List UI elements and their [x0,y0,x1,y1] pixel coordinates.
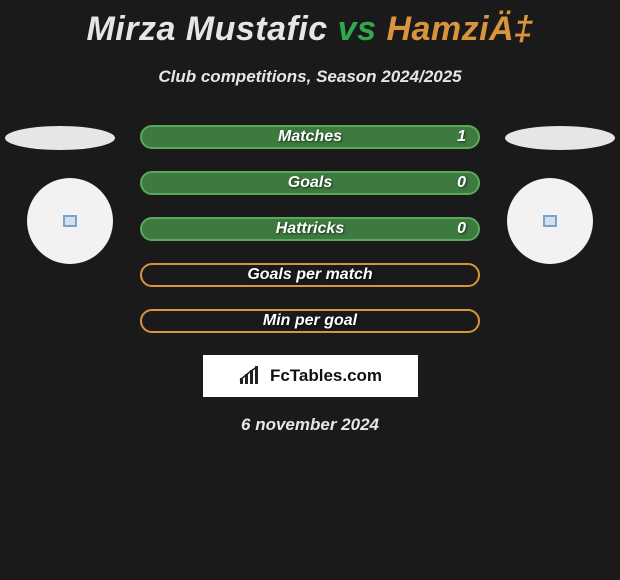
stat-row-goals: Goals 0 [140,171,480,195]
stat-label: Goals per match [247,266,372,284]
stat-right-value: 0 [457,220,466,238]
stat-label: Hattricks [276,220,344,238]
left-club-circle [27,178,113,264]
stat-right-value: 1 [457,128,466,146]
comparison-title: Mirza Mustafic vs HamziÄ‡ [0,0,620,49]
brand-box: FcTables.com [203,355,418,397]
stat-right-value: 0 [457,174,466,192]
stat-label: Matches [278,128,342,146]
right-club-placeholder-icon [543,215,557,227]
stat-row-matches: Matches 1 [140,125,480,149]
stat-row-hattricks: Hattricks 0 [140,217,480,241]
subtitle: Club competitions, Season 2024/2025 [0,67,620,87]
vs-text: vs [338,10,377,48]
player1-name: Mirza Mustafic [86,10,327,48]
date-text: 6 november 2024 [0,415,620,435]
stat-label: Min per goal [263,312,357,330]
stat-row-goals-per-match: Goals per match [140,263,480,287]
bars-icon [238,366,264,386]
brand-text: FcTables.com [270,366,382,386]
left-name-ellipse [5,126,115,150]
stat-label: Goals [288,174,332,192]
player2-name: HamziÄ‡ [386,10,533,48]
right-club-circle [507,178,593,264]
left-club-placeholder-icon [63,215,77,227]
stat-row-min-per-goal: Min per goal [140,309,480,333]
right-name-ellipse [505,126,615,150]
